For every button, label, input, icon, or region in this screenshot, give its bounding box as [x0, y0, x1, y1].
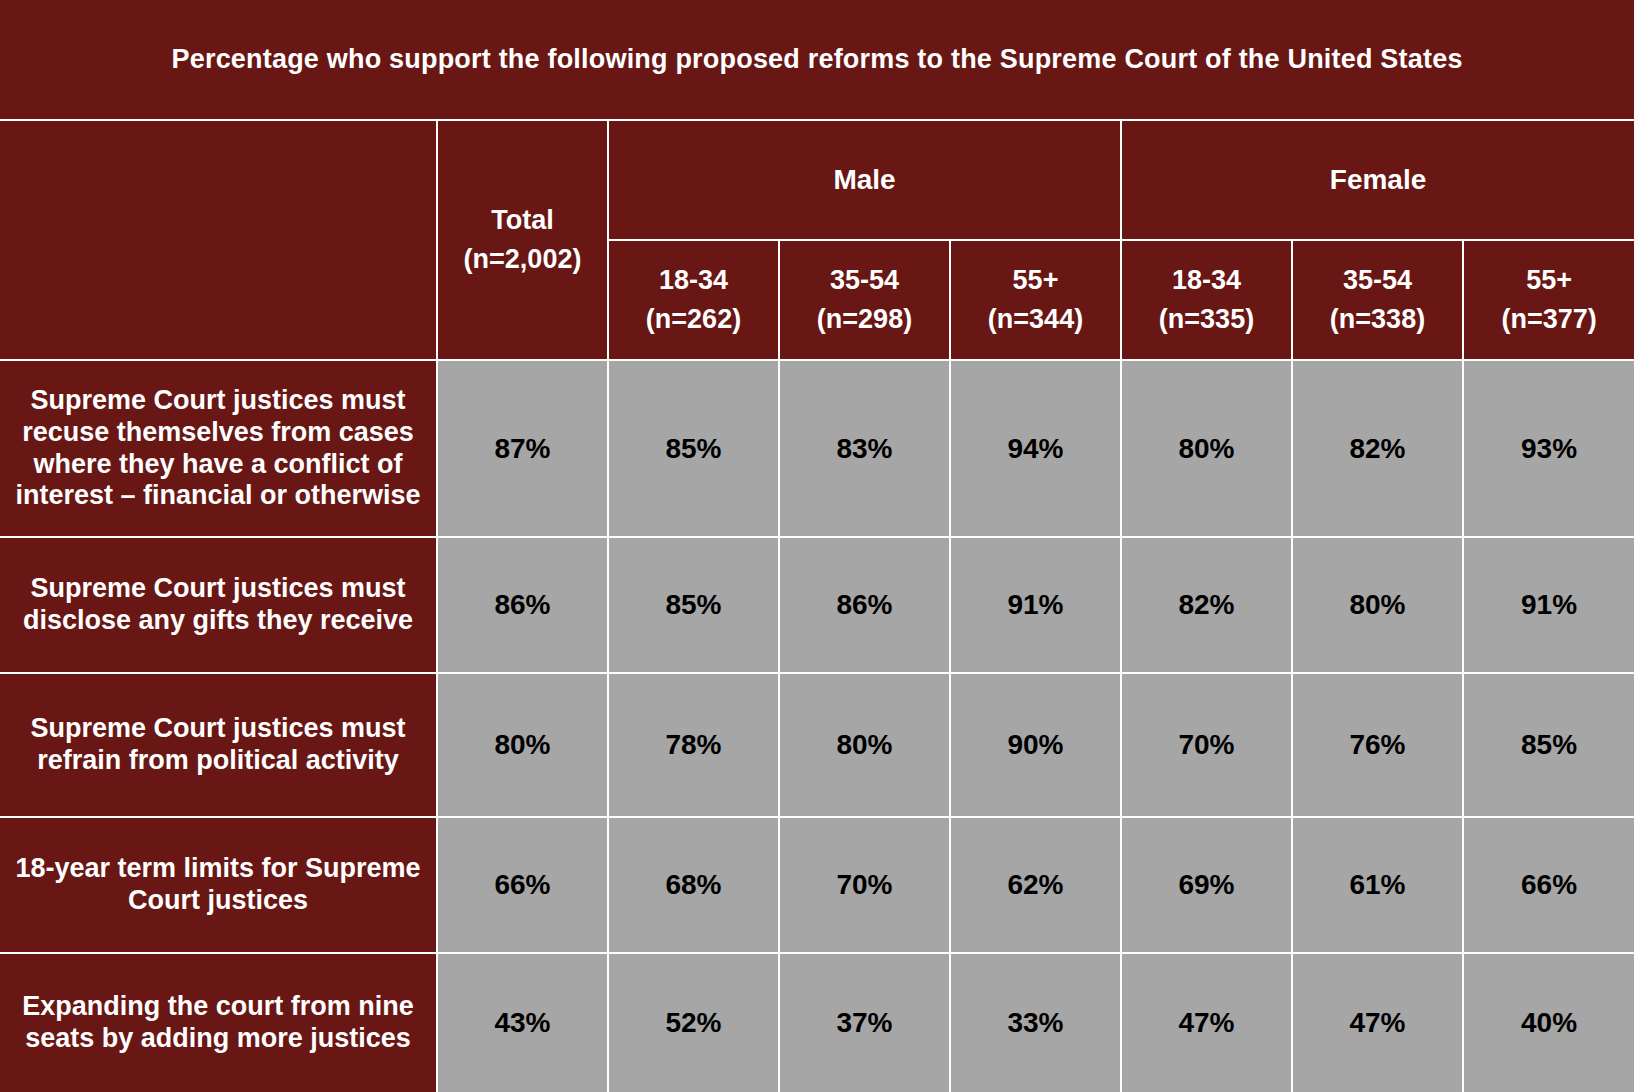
value-cell: 80% [1121, 360, 1292, 537]
value-cell: 85% [608, 360, 779, 537]
survey-table-page: Percentage who support the following pro… [0, 0, 1634, 1092]
value-cell: 87% [437, 360, 608, 537]
value-cell: 76% [1292, 673, 1463, 817]
age-range: 55+ [952, 261, 1119, 300]
female-35-54-header: 35-54 (n=338) [1292, 240, 1463, 360]
age-range: 35-54 [1294, 261, 1461, 300]
value-cell: 80% [1292, 537, 1463, 673]
row-label: Expanding the court from nine seats by a… [0, 953, 437, 1092]
female-18-34-header: 18-34 (n=335) [1121, 240, 1292, 360]
sample-size: (n=262) [610, 300, 777, 339]
title-row: Percentage who support the following pro… [0, 0, 1634, 120]
value-cell: 33% [950, 953, 1121, 1092]
value-cell: 91% [950, 537, 1121, 673]
value-cell: 82% [1292, 360, 1463, 537]
row-label: Supreme Court justices must disclose any… [0, 537, 437, 673]
value-cell: 70% [779, 817, 950, 953]
male-group-header: Male [608, 120, 1121, 240]
value-cell: 82% [1121, 537, 1292, 673]
value-cell: 47% [1292, 953, 1463, 1092]
sample-size: (n=344) [952, 300, 1119, 339]
value-cell: 61% [1292, 817, 1463, 953]
table-row: Supreme Court justices must recuse thems… [0, 360, 1634, 537]
value-cell: 43% [437, 953, 608, 1092]
age-range: 18-34 [610, 261, 777, 300]
survey-results-table: Percentage who support the following pro… [0, 0, 1634, 1092]
row-label: Supreme Court justices must recuse thems… [0, 360, 437, 537]
value-cell: 90% [950, 673, 1121, 817]
value-cell: 40% [1463, 953, 1634, 1092]
value-cell: 47% [1121, 953, 1292, 1092]
sample-size: (n=338) [1294, 300, 1461, 339]
row-label-header-blank [0, 120, 437, 360]
value-cell: 83% [779, 360, 950, 537]
table-row: Supreme Court justices must disclose any… [0, 537, 1634, 673]
value-cell: 80% [779, 673, 950, 817]
age-range: 55+ [1465, 261, 1633, 300]
value-cell: 86% [437, 537, 608, 673]
table-title: Percentage who support the following pro… [0, 0, 1634, 120]
value-cell: 85% [1463, 673, 1634, 817]
value-cell: 93% [1463, 360, 1634, 537]
row-label: 18-year term limits for Supreme Court ju… [0, 817, 437, 953]
value-cell: 52% [608, 953, 779, 1092]
sample-size: (n=298) [781, 300, 948, 339]
value-cell: 94% [950, 360, 1121, 537]
value-cell: 66% [1463, 817, 1634, 953]
value-cell: 86% [779, 537, 950, 673]
age-range: 35-54 [781, 261, 948, 300]
female-group-header: Female [1121, 120, 1634, 240]
age-range: 18-34 [1123, 261, 1290, 300]
table-row: 18-year term limits for Supreme Court ju… [0, 817, 1634, 953]
value-cell: 85% [608, 537, 779, 673]
male-35-54-header: 35-54 (n=298) [779, 240, 950, 360]
male-55plus-header: 55+ (n=344) [950, 240, 1121, 360]
male-18-34-header: 18-34 (n=262) [608, 240, 779, 360]
value-cell: 66% [437, 817, 608, 953]
table-row: Expanding the court from nine seats by a… [0, 953, 1634, 1092]
value-cell: 78% [608, 673, 779, 817]
sample-size: (n=377) [1465, 300, 1633, 339]
value-cell: 69% [1121, 817, 1292, 953]
total-sample-size: (n=2,002) [439, 240, 606, 279]
female-55plus-header: 55+ (n=377) [1463, 240, 1634, 360]
value-cell: 62% [950, 817, 1121, 953]
value-cell: 68% [608, 817, 779, 953]
value-cell: 91% [1463, 537, 1634, 673]
table-row: Supreme Court justices must refrain from… [0, 673, 1634, 817]
total-column-header: Total (n=2,002) [437, 120, 608, 360]
row-label: Supreme Court justices must refrain from… [0, 673, 437, 817]
total-label: Total [439, 201, 606, 240]
group-header-row: Total (n=2,002) Male Female [0, 120, 1634, 240]
sample-size: (n=335) [1123, 300, 1290, 339]
value-cell: 70% [1121, 673, 1292, 817]
value-cell: 37% [779, 953, 950, 1092]
value-cell: 80% [437, 673, 608, 817]
